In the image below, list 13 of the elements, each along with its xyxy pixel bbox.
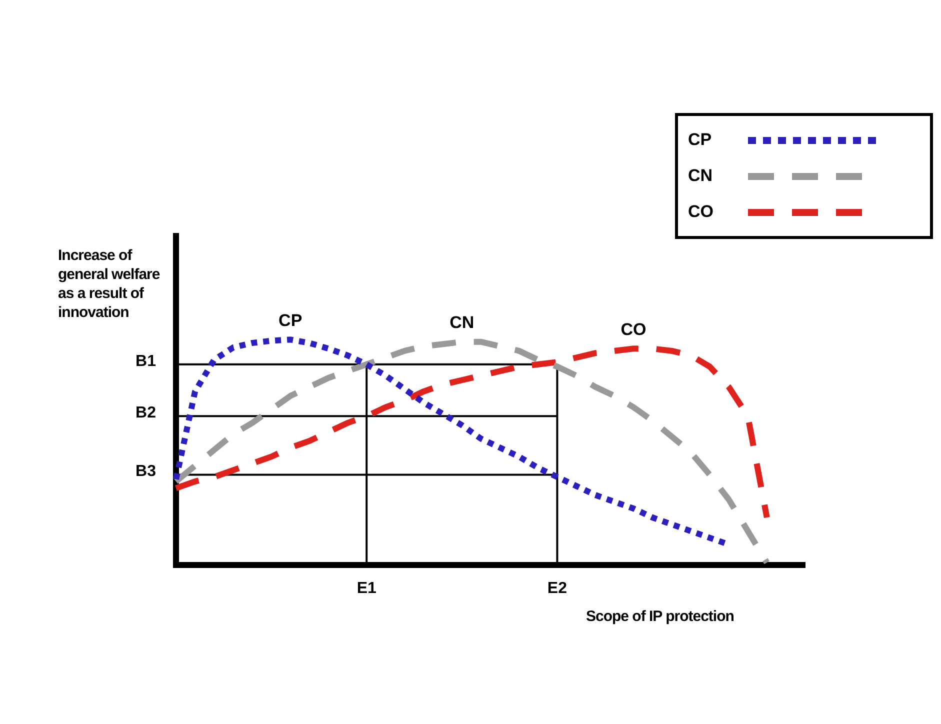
- x-tick-label: E2: [547, 580, 568, 597]
- legend-label: CN: [688, 166, 714, 186]
- x-axis-title: Scope of IP protection: [586, 608, 734, 625]
- ref-line-label: B2: [136, 404, 156, 422]
- text: CN: [450, 313, 474, 332]
- ref-line-label: B3: [136, 463, 156, 480]
- y-axis-title: Increase of general welfare as a result of innovation: [58, 246, 161, 322]
- text: CP: [278, 310, 302, 330]
- x-tick-label: E1: [356, 580, 376, 597]
- legend-label: CO: [688, 202, 714, 222]
- text: CO: [620, 320, 646, 339]
- legend-label: CP: [688, 130, 713, 150]
- ref-line-label: B1: [136, 352, 156, 370]
